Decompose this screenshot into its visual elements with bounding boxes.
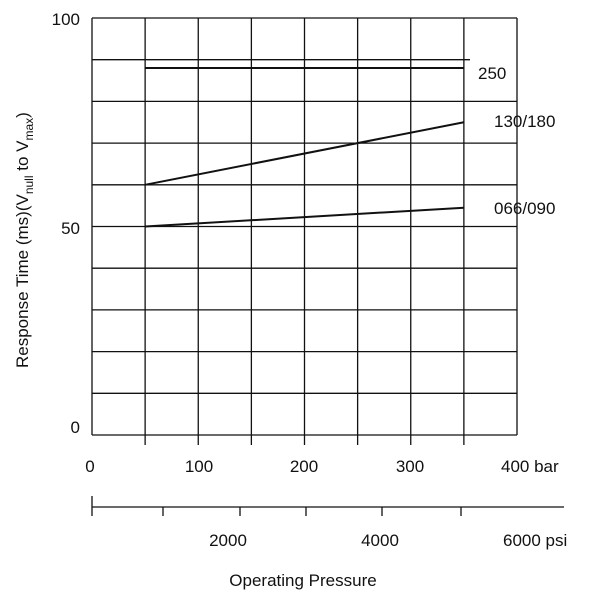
y-tick-0: 0	[71, 418, 80, 437]
series-label-130-180: 130/180	[494, 112, 555, 131]
y-tick-50: 50	[61, 219, 80, 238]
grid	[91, 17, 518, 445]
x-tick-psi-6000: 6000 psi	[503, 531, 567, 550]
psi-axis	[91, 496, 564, 516]
series-label-066-090: 066/090	[494, 199, 555, 218]
x-tick-psi-2000: 2000	[209, 531, 247, 550]
x-axis-title: Operating Pressure	[229, 571, 376, 590]
x-tick-bar-0: 0	[85, 457, 94, 476]
series-line-2	[145, 206, 464, 228]
y-tick-100: 100	[52, 10, 80, 29]
x-tick-bar-400: 400 bar	[501, 457, 559, 476]
x-tick-bar-300: 300	[396, 457, 424, 476]
series-layer	[144, 67, 465, 228]
series-line-1	[144, 121, 465, 186]
x-tick-bar-200: 200	[290, 457, 318, 476]
series-label-250: 250	[478, 64, 506, 83]
y-axis-title: Response Time (ms)(Vnull to Vmax)	[13, 112, 36, 368]
x-tick-bar-100: 100	[185, 457, 213, 476]
x-tick-psi-4000: 4000	[361, 531, 399, 550]
